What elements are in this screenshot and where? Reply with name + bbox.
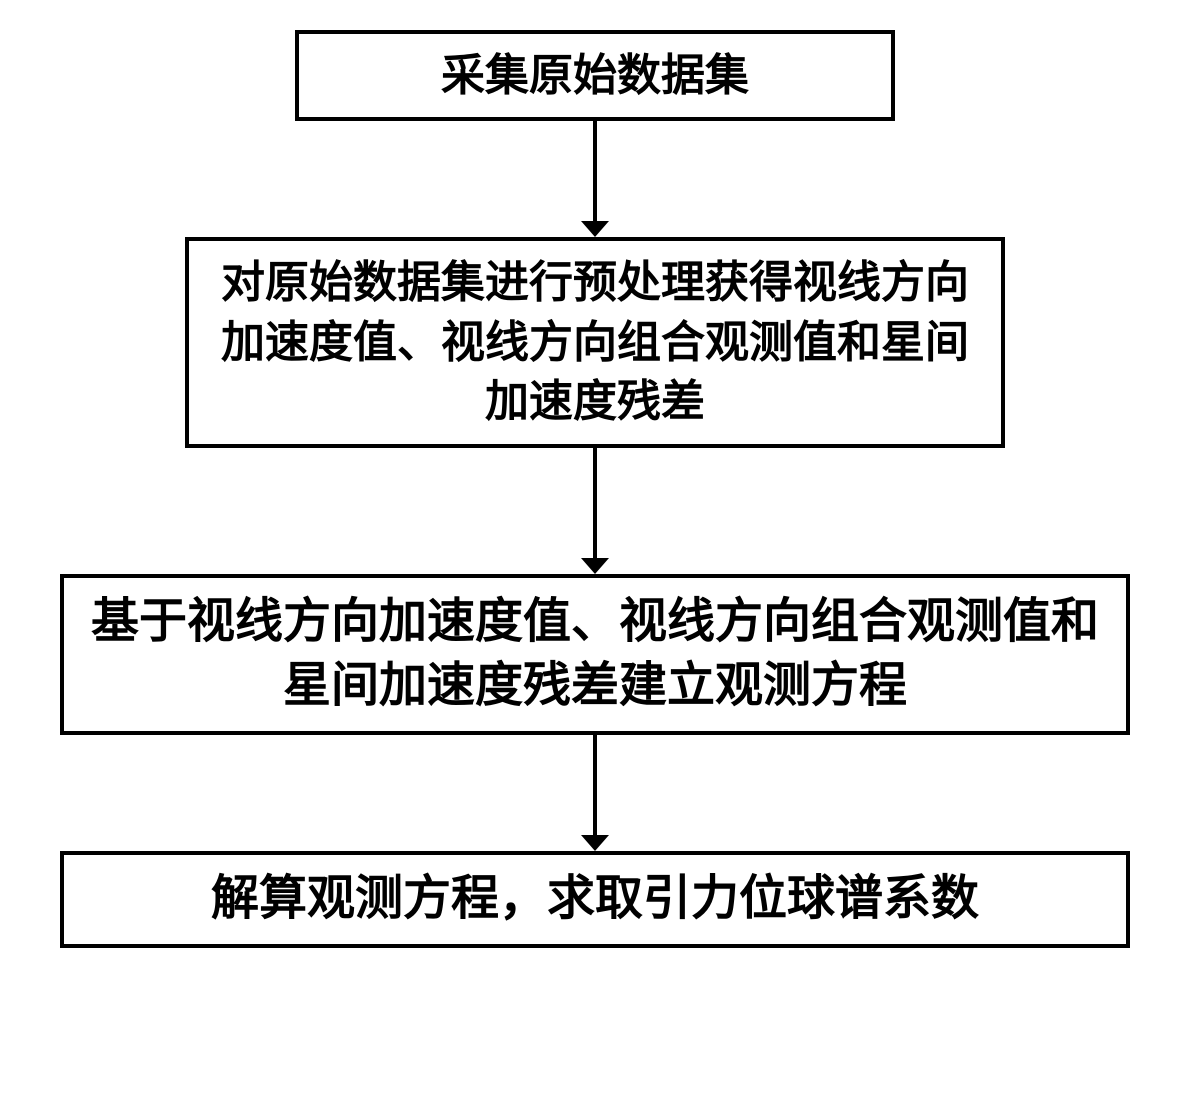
flow-arrow-3 [581, 735, 609, 851]
flow-box-preprocess: 对原始数据集进行预处理获得视线方向加速度值、视线方向组合观测值和星间加速度残差 [185, 237, 1005, 447]
flow-arrow-2 [581, 448, 609, 574]
arrow-head-icon [581, 835, 609, 851]
arrow-head-icon [581, 558, 609, 574]
flow-arrow-1 [581, 121, 609, 237]
arrow-shaft [593, 448, 597, 558]
arrow-shaft [593, 735, 597, 835]
flow-box-collect-data: 采集原始数据集 [295, 30, 895, 121]
flow-box-solve-equation: 解算观测方程，求取引力位球谱系数 [60, 851, 1130, 948]
arrow-head-icon [581, 221, 609, 237]
arrow-shaft [593, 121, 597, 221]
flow-box-build-equation: 基于视线方向加速度值、视线方向组合观测值和星间加速度残差建立观测方程 [60, 574, 1130, 736]
flowchart-container: 采集原始数据集 对原始数据集进行预处理获得视线方向加速度值、视线方向组合观测值和… [45, 30, 1145, 948]
